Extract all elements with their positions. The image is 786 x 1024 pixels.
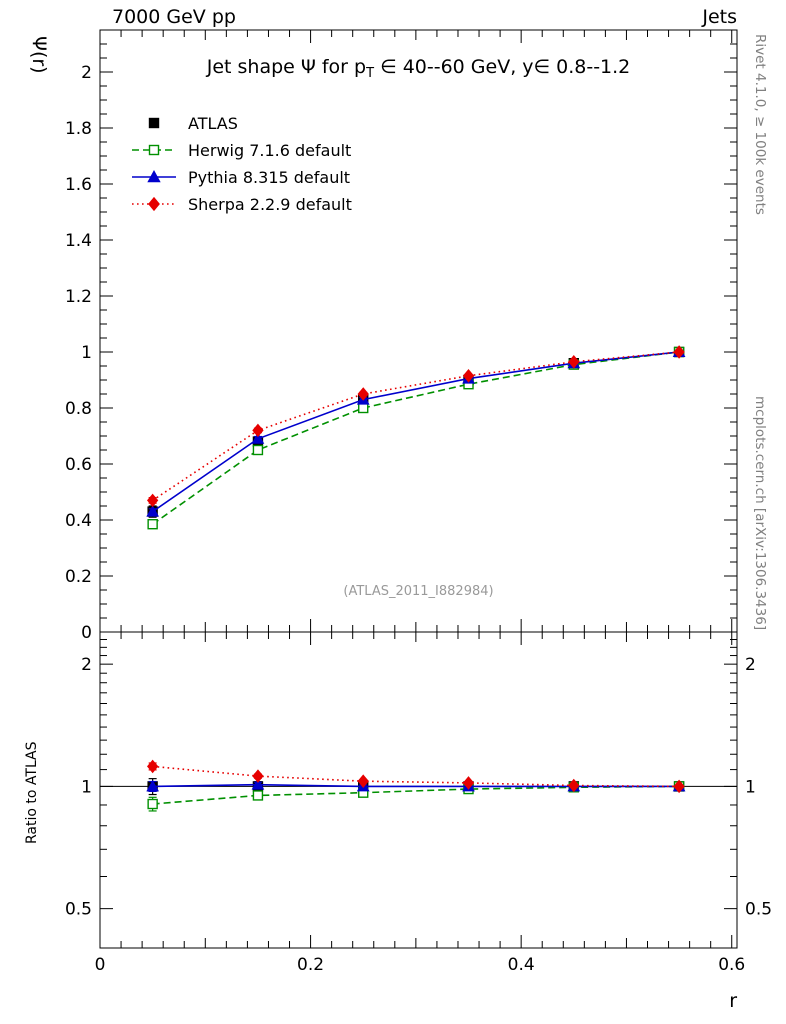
tick-label: 2: [81, 63, 92, 83]
legend-label: ATLAS: [188, 113, 238, 133]
data-point-diamond: [462, 369, 475, 383]
tick-label: 1: [81, 343, 92, 363]
data-point-diamond: [673, 779, 685, 794]
data-point-diamond: [146, 493, 159, 508]
triangle-marker-icon: [132, 170, 176, 183]
tick-label: 0.5: [65, 900, 92, 920]
series-sherpa: [146, 345, 685, 794]
tick-label: 0.8: [65, 399, 92, 419]
legend-item-atlas: ATLAS: [130, 113, 352, 133]
data-point-triangle: [146, 505, 159, 517]
tick-label: 1.2: [65, 287, 92, 307]
tick-label: 2: [81, 655, 92, 675]
data-point-diamond: [568, 355, 580, 369]
series-atlas: [147, 346, 685, 796]
data-point-diamond: [462, 776, 475, 790]
data-point-triangle: [251, 432, 265, 444]
tick-label: 0.5: [745, 900, 772, 920]
square-marker-icon: [148, 117, 160, 129]
axes-frame: [99, 29, 738, 949]
legend-item-sherpa: Sherpa 2.2.9 default: [130, 194, 352, 214]
legend-item-herwig: Herwig 7.1.6 default: [130, 140, 352, 160]
tick-label: 0.4: [508, 955, 535, 975]
legend-label: Sherpa 2.2.9 default: [188, 194, 352, 214]
tick-label: 0: [95, 955, 106, 975]
tick-label: 0.4: [65, 511, 92, 531]
tick-label: 1.4: [65, 231, 92, 251]
plot-title-post: ∈ 40--60 GeV, y∈ 0.8--1.2: [374, 56, 631, 78]
data-point-diamond: [252, 423, 264, 438]
data-point-square: [358, 402, 369, 414]
tick-label: 0.2: [297, 955, 324, 975]
header-beam-energy: 7000 GeV pp: [112, 6, 236, 28]
tick-label: 0.2: [65, 567, 92, 587]
data-point-square: [147, 519, 158, 530]
data-point-square: [252, 790, 264, 801]
data-point-triangle: [146, 779, 159, 792]
series-pythia: [146, 345, 686, 793]
tick-labels: 0 0.2 0.4 0.6 0.8 1 1.2 1.4 1.6 1.8 2 0.5 0.5 1 1 2 2 0 0.…: [65, 63, 772, 975]
series-herwig: [147, 346, 685, 812]
data-point-diamond: [357, 387, 369, 401]
tick-label: 1.8: [65, 119, 92, 139]
tick-label: 2: [745, 655, 756, 675]
plot-title-pre: Jet shape Ψ for p: [206, 56, 367, 78]
plot-title-subscript: T: [366, 66, 375, 81]
tick-label: 0.6: [65, 455, 92, 475]
legend-item-pythia: Pythia 8.315 default: [130, 167, 352, 187]
data-point-triangle: [251, 778, 265, 790]
tick-label: 1.6: [65, 175, 92, 195]
data-point-diamond: [357, 774, 369, 788]
data-point-square: [252, 444, 264, 456]
tick-label: 0.6: [718, 955, 745, 975]
analysis-id-watermark: (ATLAS_2011_I882984): [343, 584, 494, 599]
data-point-diamond: [568, 778, 580, 793]
data-point-diamond: [252, 769, 264, 783]
legend: ATLAS Herwig 7.1.6 default Pythia 8.315 de…: [130, 113, 352, 214]
tick-label: 1: [81, 777, 92, 797]
diamond-marker-icon: [132, 196, 176, 212]
data-point-diamond: [146, 759, 159, 774]
x-axis-label: r: [729, 990, 737, 1012]
tick-label: 0: [81, 623, 92, 643]
data-point-square: [147, 798, 158, 810]
plot-title: Jet shape Ψ for pT ∈ 40--60 GeV, y∈ 0.8-…: [100, 56, 737, 81]
header-analysis-group: Jets: [702, 6, 737, 28]
square-marker-icon: [132, 144, 176, 156]
legend-label: Herwig 7.1.6 default: [188, 140, 352, 160]
legend-label: Pythia 8.315 default: [188, 167, 351, 187]
data-point-diamond: [673, 345, 685, 359]
tick-label: 1: [745, 777, 756, 797]
